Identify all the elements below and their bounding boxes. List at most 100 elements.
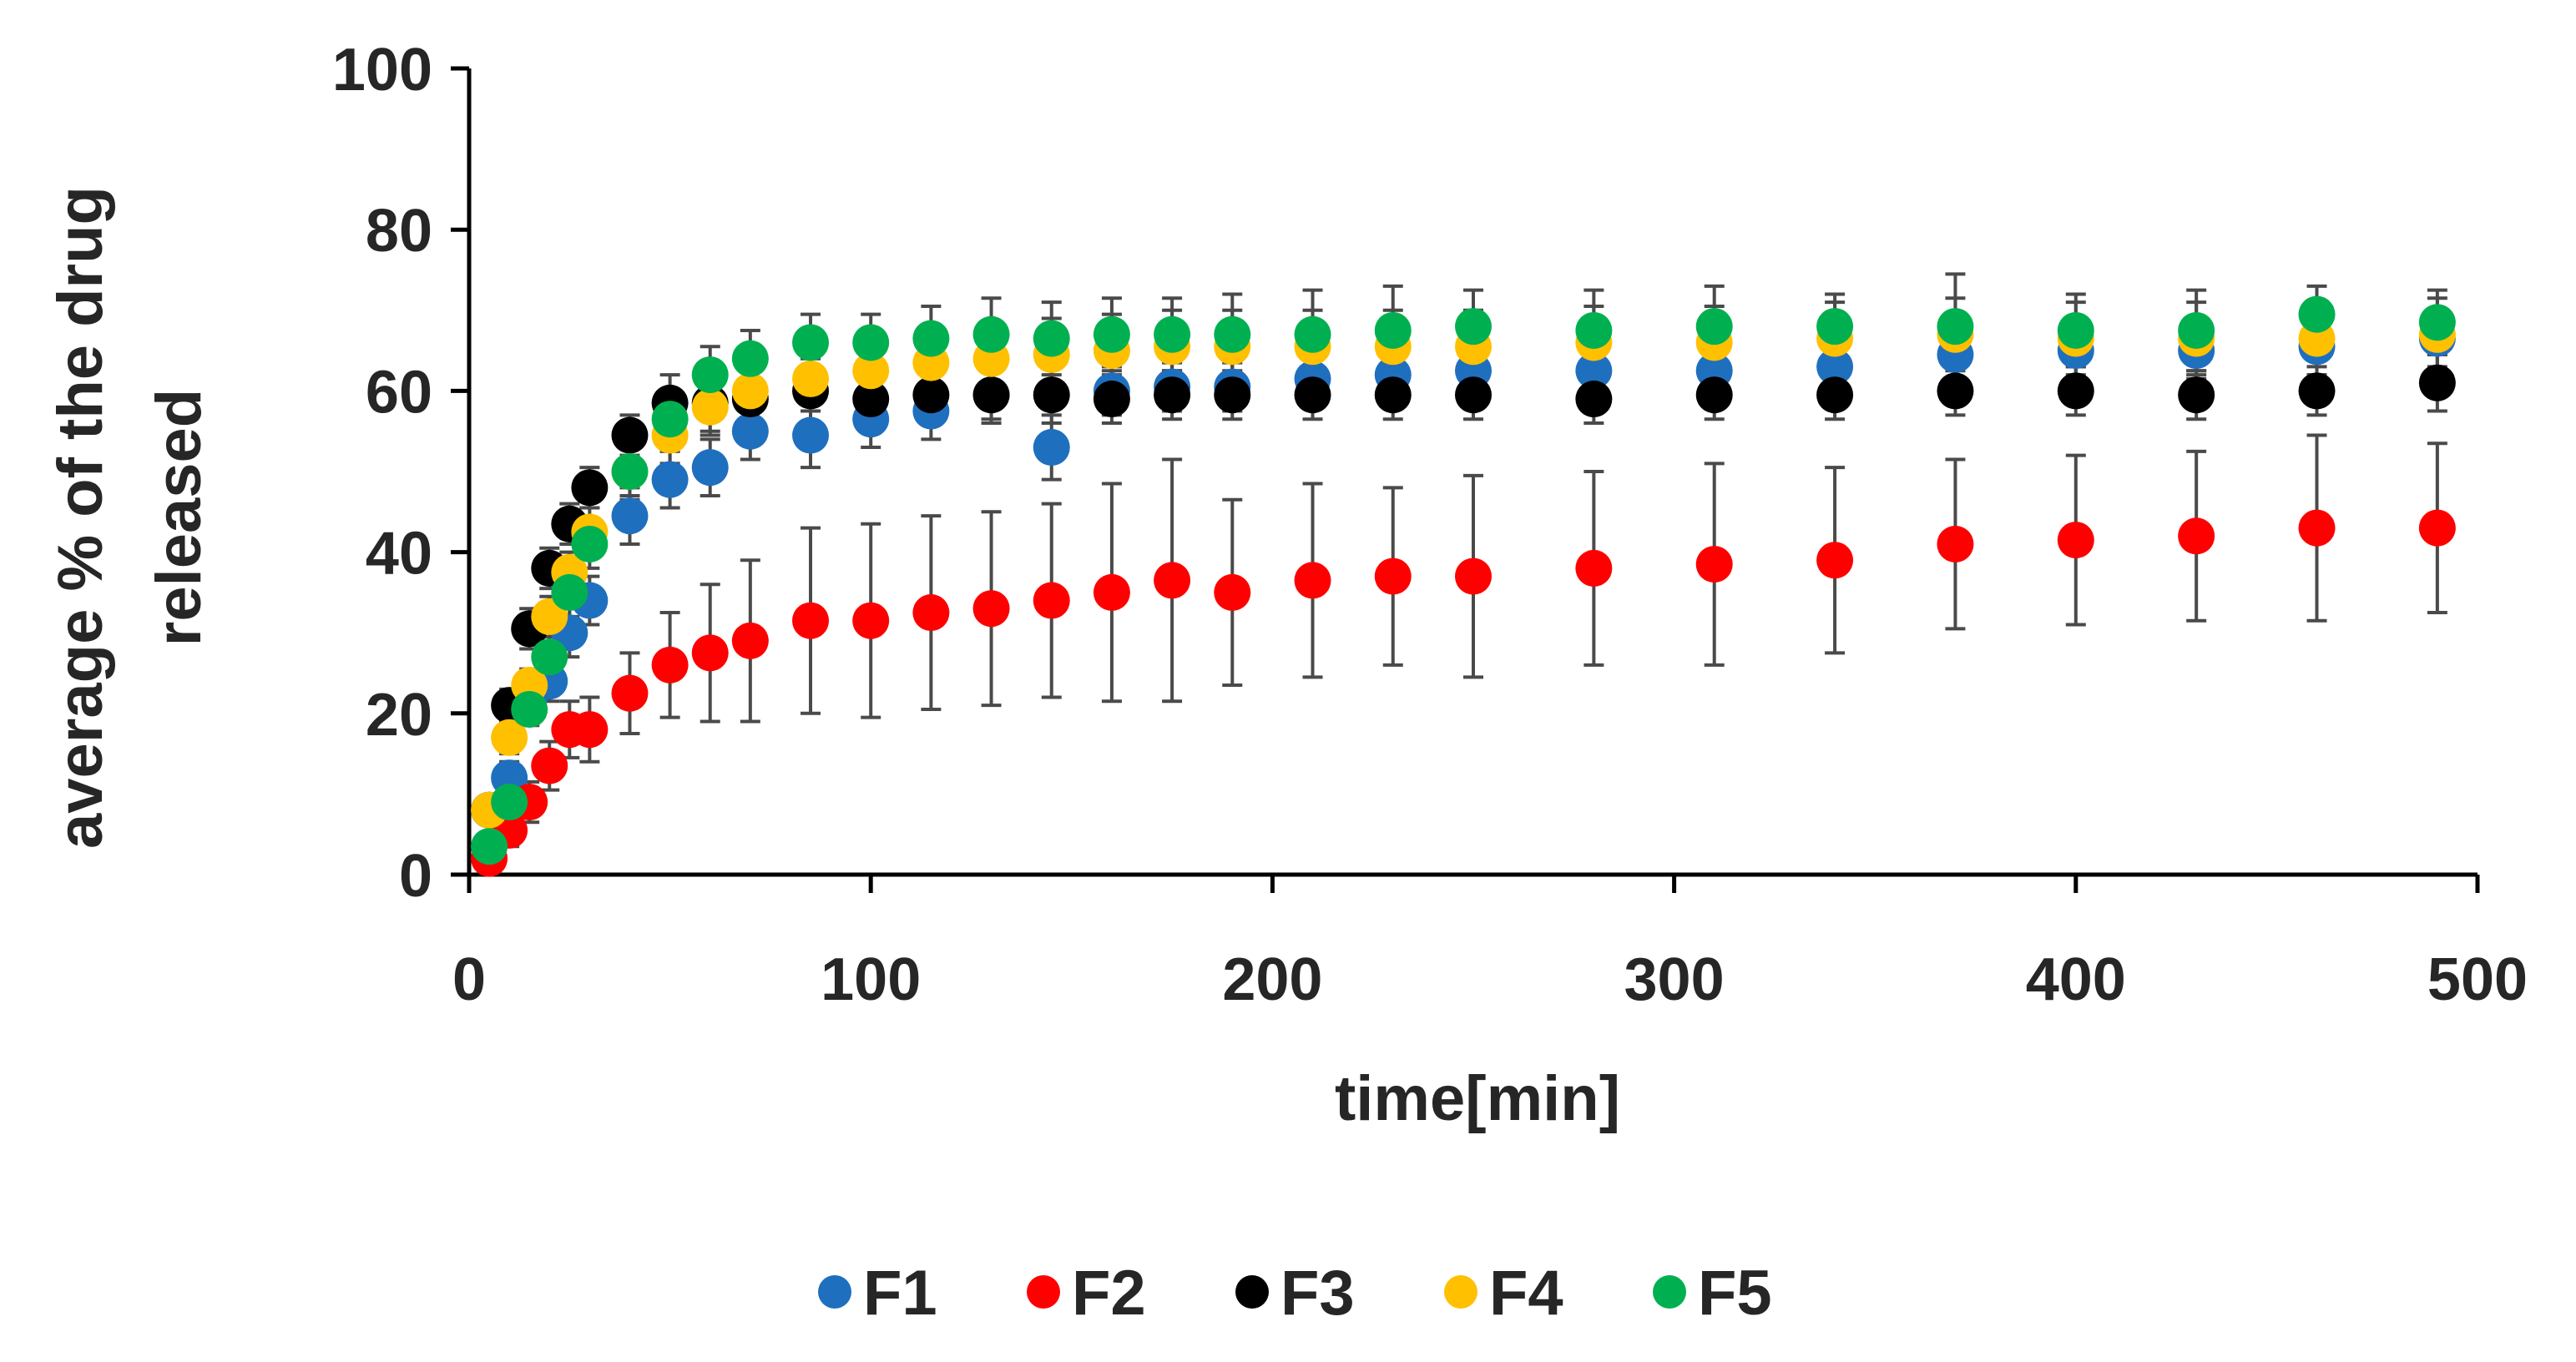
- data-point: [2057, 311, 2094, 349]
- data-point: [1937, 525, 1974, 562]
- data-point: [2057, 522, 2094, 559]
- data-point: [792, 360, 830, 397]
- data-point: [912, 594, 950, 632]
- legend-label-f3: F3: [1280, 1258, 1355, 1329]
- data-point: [1214, 573, 1251, 611]
- data-point: [731, 622, 769, 659]
- x-tick-label: 400: [2026, 946, 2126, 1013]
- data-point: [1374, 311, 1412, 349]
- data-point: [852, 324, 890, 361]
- data-point: [1033, 429, 1070, 467]
- data-point: [491, 719, 528, 756]
- data-point: [731, 412, 769, 450]
- data-point: [571, 469, 609, 507]
- legend-label-f4: F4: [1489, 1258, 1563, 1329]
- y-tick-label: 60: [366, 359, 432, 426]
- legend-marker-f4: [1444, 1275, 1477, 1309]
- legend-label-f2: F2: [1072, 1258, 1146, 1329]
- data-point: [1575, 311, 1613, 349]
- data-point: [1033, 582, 1070, 619]
- y-tick-label: 40: [366, 521, 432, 588]
- data-point: [1033, 376, 1070, 414]
- y-tick-label: 80: [366, 198, 432, 265]
- data-point: [1093, 381, 1130, 418]
- data-point: [1575, 549, 1613, 587]
- data-point: [1816, 542, 1854, 579]
- data-point: [972, 590, 1010, 628]
- data-point: [1294, 376, 1331, 414]
- data-point: [1294, 315, 1331, 353]
- data-point: [1575, 352, 1613, 390]
- data-point: [2418, 509, 2456, 547]
- data-point: [1816, 348, 1854, 386]
- x-tick-label: 100: [821, 946, 921, 1013]
- data-point: [611, 453, 649, 490]
- data-point: [1816, 308, 1854, 346]
- data-point: [1695, 546, 1733, 583]
- data-point: [611, 497, 649, 535]
- data-point: [611, 416, 649, 454]
- x-tick-label: 0: [452, 946, 486, 1013]
- legend-label-f5: F5: [1698, 1258, 1772, 1329]
- data-point: [691, 356, 729, 394]
- y-axis-title-line-2: released: [144, 389, 215, 646]
- data-point: [2418, 304, 2456, 341]
- data-point: [2418, 364, 2456, 401]
- data-point: [1695, 376, 1733, 414]
- series-f3-points: [471, 364, 2456, 829]
- data-point: [1455, 376, 1492, 414]
- legend-marker-f5: [1653, 1275, 1686, 1309]
- data-point: [1937, 308, 1974, 346]
- data-point: [471, 828, 508, 865]
- data-point: [691, 449, 729, 487]
- data-point: [912, 376, 950, 414]
- data-point: [1374, 557, 1412, 595]
- data-point: [1154, 315, 1191, 353]
- data-point: [1093, 573, 1130, 611]
- axes: [467, 68, 2478, 877]
- data-point: [691, 634, 729, 672]
- data-point: [852, 381, 890, 418]
- data-point: [2298, 372, 2336, 410]
- data-point: [571, 711, 609, 749]
- data-point: [1575, 381, 1613, 418]
- x-axis-title: time[min]: [1335, 1063, 1620, 1134]
- series-f5-points: [471, 295, 2456, 865]
- data-point: [731, 340, 769, 377]
- x-ticks: 0 100 200 300 400 500: [452, 875, 2528, 1013]
- data-point: [972, 376, 1010, 414]
- data-point: [691, 388, 729, 426]
- y-tick-label: 20: [366, 682, 432, 749]
- legend-label-f1: F1: [863, 1258, 937, 1329]
- data-point: [1937, 372, 1974, 410]
- data-point: [531, 638, 568, 676]
- data-point: [1093, 315, 1130, 353]
- data-point: [491, 784, 528, 821]
- data-point: [1695, 308, 1733, 346]
- data-point: [792, 324, 830, 361]
- data-point: [792, 416, 830, 454]
- data-point: [1214, 376, 1251, 414]
- data-point: [651, 401, 689, 438]
- data-point: [531, 598, 568, 635]
- data-point: [912, 320, 950, 357]
- data-point: [1374, 376, 1412, 414]
- data-point: [1154, 376, 1191, 414]
- data-point: [651, 646, 689, 684]
- data-point: [852, 602, 890, 639]
- y-tick-label: 0: [399, 843, 432, 910]
- x-tick-label: 500: [2427, 946, 2528, 1013]
- data-point: [2178, 517, 2215, 555]
- data-point: [511, 690, 548, 728]
- series-f2-points: [471, 509, 2456, 877]
- data-point: [551, 573, 588, 611]
- data-point: [651, 461, 689, 498]
- data-point: [1154, 562, 1191, 599]
- data-point: [2298, 509, 2336, 547]
- data-point: [731, 372, 769, 410]
- y-axis-title: average % of the drug released: [45, 186, 215, 849]
- data-point: [1816, 376, 1854, 414]
- data-point: [2057, 372, 2094, 410]
- data-point: [611, 674, 649, 712]
